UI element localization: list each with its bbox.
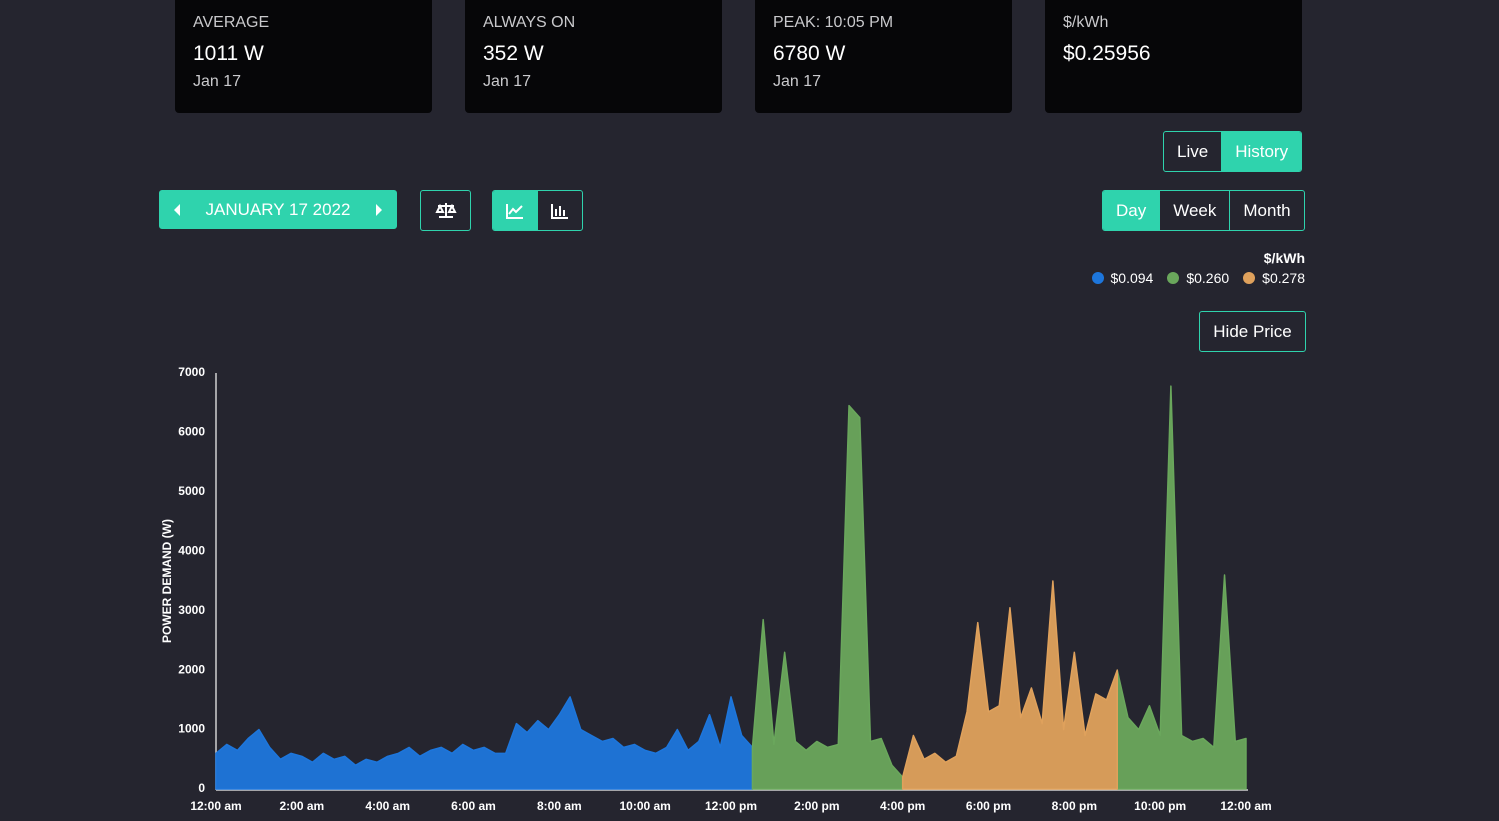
y-axis-title: POWER DEMAND (W) <box>160 519 174 643</box>
stat-value: $0.25956 <box>1063 42 1151 65</box>
y-tick-label: 2000 <box>178 662 205 676</box>
x-tick-label: 8:00 pm <box>1052 799 1097 813</box>
x-tick-label: 12:00 am <box>1220 799 1271 813</box>
month-button[interactable]: Month <box>1229 191 1303 230</box>
week-button[interactable]: Week <box>1159 191 1229 230</box>
legend-title: $/kWh <box>1263 250 1305 266</box>
legend-label: $0.094 <box>1110 270 1154 286</box>
date-picker: JANUARY 17 2022 <box>159 190 397 229</box>
legend-item: $0.094 <box>1091 270 1154 286</box>
y-tick-label: 0 <box>198 781 205 795</box>
x-tick-label: 10:00 am <box>619 799 670 813</box>
area <box>215 696 754 790</box>
legend-label: $0.278 <box>1262 270 1305 286</box>
x-tick-label: 8:00 am <box>537 799 582 813</box>
bar-icon <box>551 203 568 219</box>
stat-date: Jan 17 <box>773 73 822 90</box>
stat-value: 352 W <box>483 42 544 65</box>
legend-dot <box>1167 272 1180 284</box>
hide-price-button[interactable]: Hide Price <box>1199 311 1306 352</box>
y-tick-label: 3000 <box>178 603 205 617</box>
legend-dot <box>1243 272 1256 284</box>
area-chart-button[interactable] <box>493 191 537 230</box>
legend-item: $0.260 <box>1167 270 1229 286</box>
x-tick-label: 6:00 am <box>451 799 496 813</box>
stat-card: $/kWh $0.25956 <box>1045 0 1302 113</box>
history-button[interactable]: History <box>1221 132 1302 171</box>
y-tick-label: 6000 <box>178 425 205 439</box>
bar-chart-button[interactable] <box>537 191 582 230</box>
stat-label: PEAK: 10:05 PM <box>773 14 894 31</box>
area <box>901 580 1118 790</box>
x-tick-label: 10:00 pm <box>1134 799 1186 813</box>
y-tick-label: 7000 <box>178 365 205 379</box>
x-tick-label: 4:00 am <box>365 799 410 813</box>
stat-date: Jan 17 <box>193 73 242 90</box>
stat-label: AVERAGE <box>193 14 270 31</box>
live-button[interactable]: Live <box>1177 141 1209 161</box>
mode-toggle: Live History <box>1163 131 1303 172</box>
scale-icon <box>434 202 457 218</box>
stat-value: 6780 W <box>773 42 846 65</box>
x-tick-label: 2:00 pm <box>794 799 839 813</box>
stat-label: $/kWh <box>1063 14 1109 31</box>
range-toggle: Day Week Month <box>1102 190 1305 231</box>
prev-arrow[interactable] <box>172 203 182 217</box>
x-tick-label: 12:00 am <box>190 799 241 813</box>
stat-card: PEAK: 10:05 PM 6780 W Jan 17 <box>755 0 1012 113</box>
stat-date: Jan 17 <box>483 73 532 90</box>
x-tick-label: 2:00 am <box>279 799 324 813</box>
x-tick-label: 12:00 pm <box>705 799 757 813</box>
date-label[interactable]: JANUARY 17 2022 <box>205 199 351 219</box>
line-icon <box>506 203 523 219</box>
stat-card: ALWAYS ON 352 W Jan 17 <box>465 0 722 113</box>
x-tick-label: 4:00 pm <box>880 799 925 813</box>
legend: $0.094 $0.260 $0.278 <box>1091 270 1305 286</box>
stat-value: 1011 W <box>193 42 264 65</box>
compare-button[interactable] <box>420 190 471 231</box>
day-button[interactable]: Day <box>1103 191 1160 230</box>
chart-type-toggle <box>492 190 583 231</box>
area <box>751 385 1247 790</box>
stat-card: AVERAGE 1011 W Jan 17 <box>175 0 432 113</box>
next-arrow[interactable] <box>374 203 384 217</box>
x-tick-label: 6:00 pm <box>966 799 1011 813</box>
stat-label: ALWAYS ON <box>483 14 576 31</box>
legend-item: $0.278 <box>1243 270 1305 286</box>
legend-dot <box>1091 272 1104 284</box>
legend-label: $0.260 <box>1186 270 1230 286</box>
y-tick-label: 5000 <box>178 484 205 498</box>
y-tick-label: 4000 <box>178 543 205 557</box>
y-tick-label: 1000 <box>178 722 205 736</box>
